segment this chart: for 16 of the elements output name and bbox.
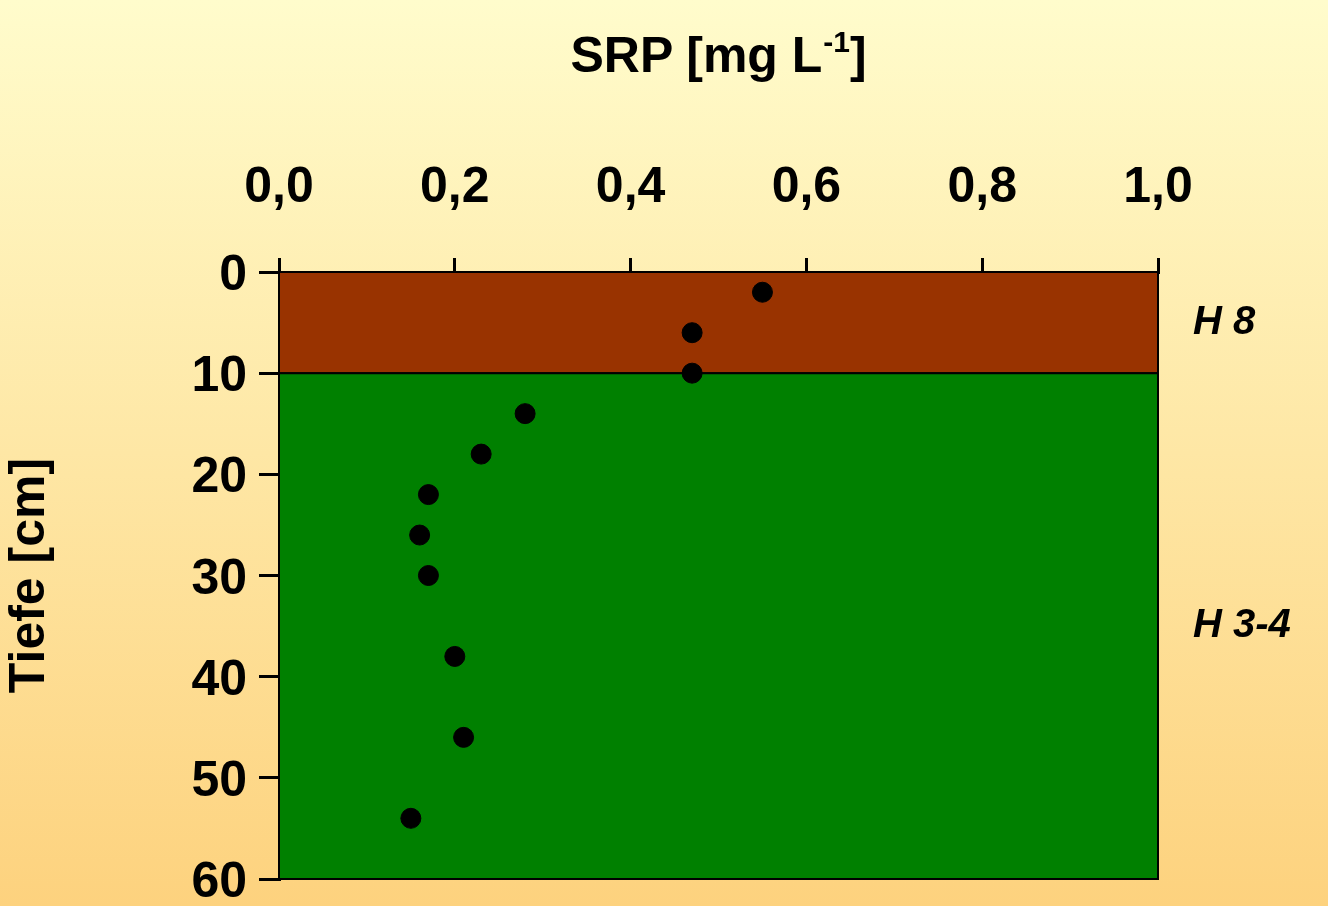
x-tick-label: 0,4: [595, 156, 666, 213]
y-tick-label: 0: [219, 245, 247, 301]
x-tick-label: 0,6: [771, 156, 842, 213]
x-tick-label: 0,2: [420, 156, 490, 213]
y-tick-label: 50: [191, 750, 247, 807]
y-tick-label: 10: [191, 346, 247, 403]
y-tick-label: 60: [191, 852, 247, 906]
y-tick-label: 40: [191, 649, 247, 706]
band-label: H 3-4: [1193, 601, 1291, 646]
y-tick-label: 30: [191, 548, 247, 605]
x-tick-label: 1,0: [1123, 156, 1193, 213]
y-axis-title: Tiefe [cm]: [0, 457, 55, 694]
band-label: H 8: [1193, 297, 1256, 342]
x-tick-label: 0,0: [244, 156, 314, 213]
x-tick-label: 0,8: [947, 156, 1017, 213]
y-tick-label: 20: [191, 447, 247, 504]
